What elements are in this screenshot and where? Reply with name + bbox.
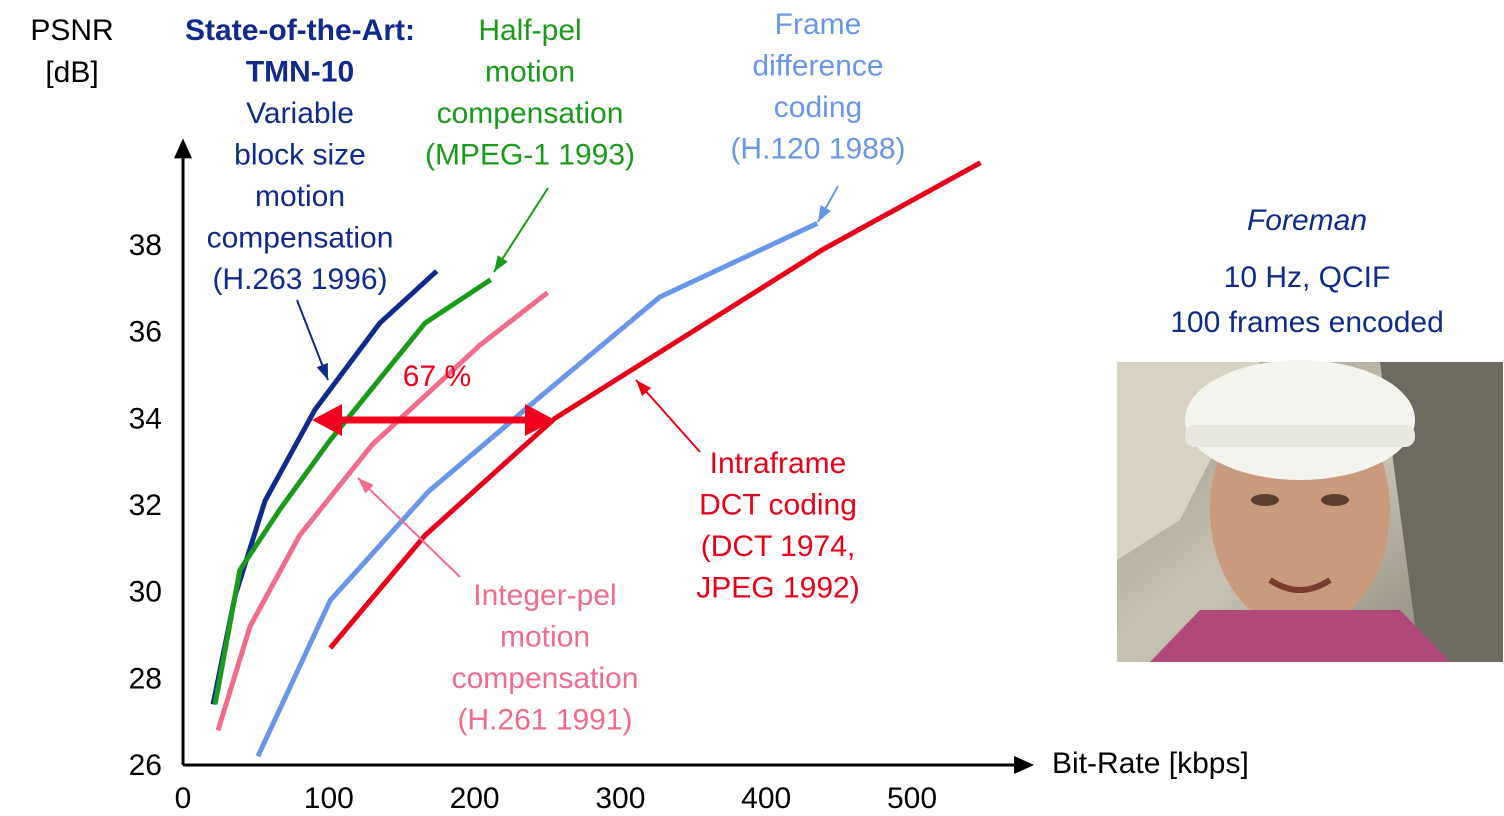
annotation-text: compensation [207,221,394,254]
gain-label: 67 % [403,360,471,393]
annotation-arrow [358,478,460,577]
sequence-info: 10 Hz, QCIF [1224,261,1391,294]
y-tick-label: 36 [129,316,162,349]
annotation-text: (H.263 1996) [212,263,387,296]
y-tick-label: 28 [129,662,162,695]
sequence-info: 100 frames encoded [1170,306,1444,339]
y-axis-label: [dB] [45,56,98,89]
annotation-heading: State-of-the-Art: [185,14,415,47]
annotation-text: block size [234,138,366,171]
y-axis-arrow [174,138,192,158]
annotation-text: coding [774,91,862,124]
annotation-arrowhead [818,205,831,222]
annotation-text: (H.120 1988) [730,132,905,165]
annotation-text: motion [500,620,590,653]
annotation-text: (MPEG-1 1993) [425,138,635,171]
foreman-photo [1117,360,1503,662]
annotation-text: Half-pel [478,14,581,47]
chart: Bit-Rate [kbps] PSNR [dB] 26 28 30 32 34 36 38 0 10… [0,0,1504,816]
annotation-text: motion [255,180,345,213]
annotation-text: difference [752,49,883,82]
x-axis-arrow [1014,756,1034,774]
annotation-text: Frame [775,8,862,41]
annotation-text: compensation [452,662,639,695]
annotation-text: JPEG 1992) [696,571,859,604]
x-tick-label: 500 [887,782,937,815]
annotation-text: (DCT 1974, [701,530,856,563]
annotation-text: Integer-pel [473,579,616,612]
y-tick-label: 34 [129,402,162,435]
x-axis-label: Bit-Rate [kbps] [1052,747,1249,780]
annotation-text: Variable [246,97,354,130]
annotation-arrowhead [317,363,328,380]
annotation-text: compensation [437,97,624,130]
series-line [215,280,491,705]
annotation-arrowhead [494,255,508,272]
x-tick-label: 300 [595,782,645,815]
sequence-name: Foreman [1247,204,1367,237]
y-tick-label: 26 [129,749,162,782]
series-line [330,163,980,648]
annotation-text: motion [485,55,575,88]
x-tick-label: 0 [175,782,192,815]
annotation-heading: TMN-10 [246,55,354,88]
y-axis-label: PSNR [30,14,113,47]
annotation-text: (H.261 1991) [457,703,632,736]
y-tick-label: 32 [129,489,162,522]
x-tick-label: 400 [741,782,791,815]
annotation-text: Intraframe [710,447,847,480]
annotation-text: DCT coding [699,488,857,521]
y-tick-label: 30 [129,576,162,609]
x-tick-label: 200 [450,782,500,815]
y-tick-label: 38 [129,229,162,262]
x-tick-label: 100 [304,782,354,815]
